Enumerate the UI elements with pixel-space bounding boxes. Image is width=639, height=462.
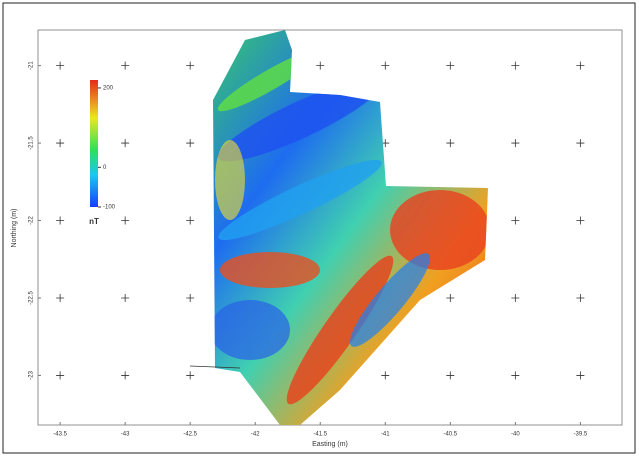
x-tick-label: -43 [121, 432, 130, 438]
x-tick-label: -42.5 [183, 432, 197, 438]
x-tick-label: -40.5 [443, 432, 457, 438]
x-tick-label: -40 [511, 432, 520, 438]
colorbar-tick-label: -100 [103, 205, 116, 211]
x-tick-label: -43.5 [53, 432, 67, 438]
x-tick-label: -39.5 [574, 432, 588, 438]
x-tick-label: -42 [251, 432, 260, 438]
y-tick-label: -22 [29, 216, 35, 225]
colorbar [90, 80, 98, 207]
map-figure: nT Easting (m) Northing (m) -43.5 -43 -42.… [0, 0, 639, 457]
y-tick-label: -22.5 [29, 290, 35, 304]
x-tick-label: -41 [381, 432, 390, 438]
x-axis-label: Easting (m) [312, 441, 348, 448]
y-tick-label: -23 [29, 370, 35, 379]
y-axis-label: Northing (m) [11, 209, 18, 248]
y-tick-label: -21 [29, 61, 35, 70]
colorbar-unit: nT [89, 217, 99, 226]
x-tick-label: -41.5 [313, 432, 327, 438]
y-tick-label: -21.5 [29, 136, 35, 150]
colorbar-tick-label: 200 [103, 86, 114, 92]
